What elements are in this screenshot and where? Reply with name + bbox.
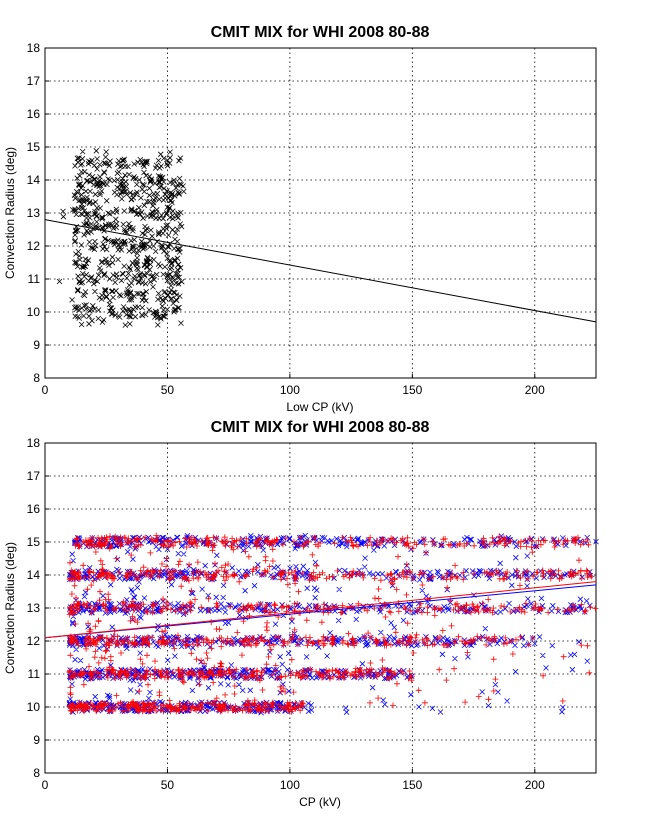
top-y-tick-label: 16 [27, 107, 41, 121]
top-tick-labels: 0 50 100 150 200 8 9 10 11 12 13 14 15 16 17 18 [27, 41, 545, 397]
top-x-tick-label: 150 [402, 383, 422, 397]
top-fit-lines [44, 219, 597, 323]
top-x-tick-label: 0 [42, 383, 49, 397]
top-y-tick-label: 14 [27, 173, 41, 187]
bottom-y-tick-label: 11 [28, 667, 41, 681]
bottom-y-tick-label: 18 [27, 436, 41, 450]
bottom-y-tick-label: 13 [27, 601, 41, 615]
bottom-tick-labels: 0 50 100 150 200 8 9 10 11 12 13 14 15 16 17 18 [27, 436, 545, 792]
top-y-tick-label: 15 [27, 140, 41, 154]
bottom-y-tick-label: 12 [27, 634, 41, 648]
bottom-y-axis-label: Convection Radius (deg) [3, 542, 17, 674]
bottom-scatter-points [66, 532, 599, 716]
bottom-x-tick-label: 0 [42, 778, 49, 792]
top-gridlines [45, 48, 596, 378]
top-x-axis-label: Low CP (kV) [286, 400, 353, 414]
bottom-y-tick-label: 8 [33, 766, 40, 780]
top-y-tick-label: 13 [27, 206, 41, 220]
top-y-tick-label: 18 [27, 41, 41, 55]
top-x-tick-label: 100 [280, 383, 300, 397]
top-y-tick-label: 10 [27, 305, 41, 319]
bottom-x-tick-label: 100 [280, 778, 300, 792]
top-y-tick-label: 11 [28, 272, 41, 286]
top-y-tick-label: 9 [33, 338, 40, 352]
bottom-y-tick-label: 15 [27, 535, 41, 549]
top-y-tick-label: 8 [33, 371, 40, 385]
top-chart-title: CMIT MIX for WHI 2008 80-88 [211, 24, 430, 41]
top-y-tick-label: 12 [27, 239, 41, 253]
bottom-y-tick-label: 16 [27, 502, 41, 516]
top-y-axis-label: Convection Radius (deg) [3, 147, 17, 279]
bottom-chart-title: CMIT MIX for WHI 2008 80-88 [211, 419, 430, 436]
bottom-x-tick-label: 50 [161, 778, 175, 792]
bottom-fit-lines [44, 581, 597, 639]
bottom-series-1-fit-line [44, 581, 597, 639]
bottom-series-1-points [66, 532, 599, 715]
top-chart: CMIT MIX for WHI 2008 80-88 0 50 100 150 200… [3, 24, 597, 414]
bottom-y-tick-label: 10 [27, 700, 41, 714]
bottom-chart: CMIT MIX for WHI 2008 80-88 0 50 100 150 200… [3, 419, 599, 809]
top-series-0-fit-line [44, 219, 597, 323]
top-y-tick-label: 17 [27, 74, 41, 88]
top-x-tick-label: 200 [525, 383, 545, 397]
bottom-y-tick-label: 9 [33, 733, 40, 747]
top-scatter-points [56, 148, 187, 328]
top-x-tick-label: 50 [161, 383, 175, 397]
bottom-x-tick-label: 200 [525, 778, 545, 792]
top-series-0-points [56, 148, 187, 328]
bottom-y-tick-label: 14 [27, 568, 41, 582]
bottom-x-axis-label: CP (kV) [299, 795, 341, 809]
bottom-y-tick-label: 17 [27, 469, 41, 483]
bottom-x-tick-label: 150 [402, 778, 422, 792]
bottom-series-0-fit-line [44, 584, 597, 639]
